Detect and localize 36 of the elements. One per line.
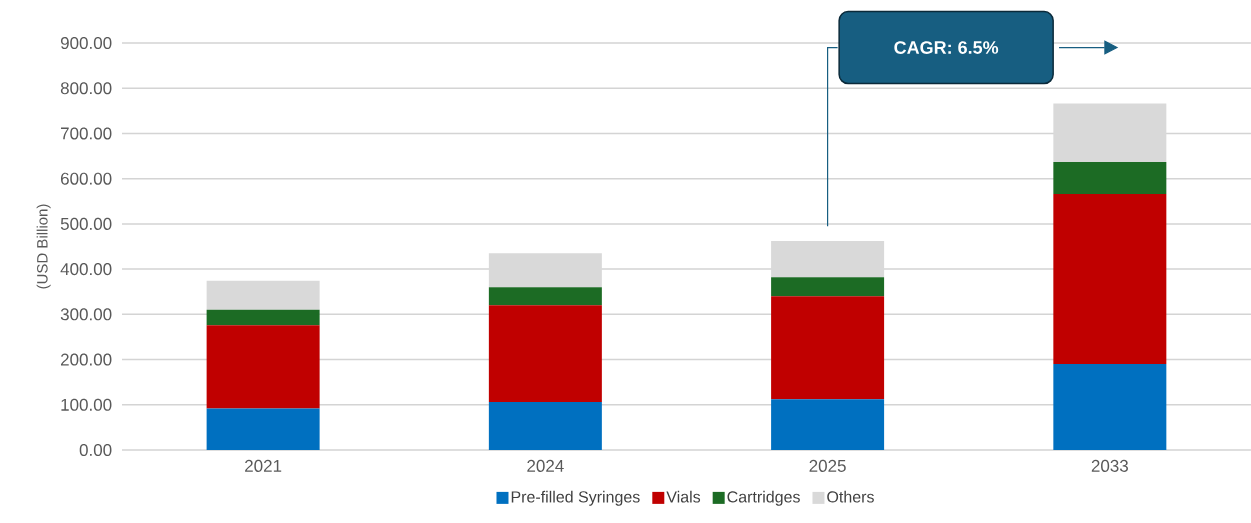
y-tick-label: 800.00 xyxy=(60,82,112,95)
bar xyxy=(206,280,320,310)
bar xyxy=(488,305,602,403)
bar xyxy=(771,241,885,278)
y-tick-label: 200.00 xyxy=(61,353,112,366)
x-tick-label: 2033 xyxy=(1091,459,1128,472)
bar xyxy=(1053,194,1167,365)
y-tick-label: 100.00 xyxy=(61,398,112,411)
bar xyxy=(206,325,320,409)
x-tick-label: 2025 xyxy=(809,459,846,472)
legend-label: Vials xyxy=(666,490,701,503)
bar xyxy=(488,253,602,288)
bar xyxy=(206,408,320,450)
bar xyxy=(206,309,320,326)
bar xyxy=(1053,161,1167,195)
annotation: CAGR: 6.5% xyxy=(894,41,999,54)
legend-label: Others xyxy=(827,490,874,503)
bar xyxy=(1053,103,1167,162)
y-tick-label: 0.00 xyxy=(79,443,112,457)
y-tick-label: 600.00 xyxy=(61,172,112,185)
bar xyxy=(771,296,885,400)
y-tick-label: 300.00 xyxy=(60,308,112,321)
y-tick-label: 400.00 xyxy=(60,263,112,276)
y-tick-label: 700.00 xyxy=(61,127,112,140)
legend-label: Pre-filled Syringes xyxy=(511,490,640,506)
bar xyxy=(488,402,602,450)
x-tick-label: 2021 xyxy=(245,459,282,472)
y-tick-label: 900.00 xyxy=(60,36,112,50)
bar xyxy=(771,277,885,297)
x-tick-label: 2024 xyxy=(527,459,564,472)
bar xyxy=(1053,364,1167,450)
legend-label: Cartridges xyxy=(727,490,800,506)
bar xyxy=(488,287,602,306)
y-axis-title: (USD Billion) xyxy=(36,204,51,289)
y-tick-label: 500.00 xyxy=(60,217,112,230)
bar xyxy=(771,399,885,450)
